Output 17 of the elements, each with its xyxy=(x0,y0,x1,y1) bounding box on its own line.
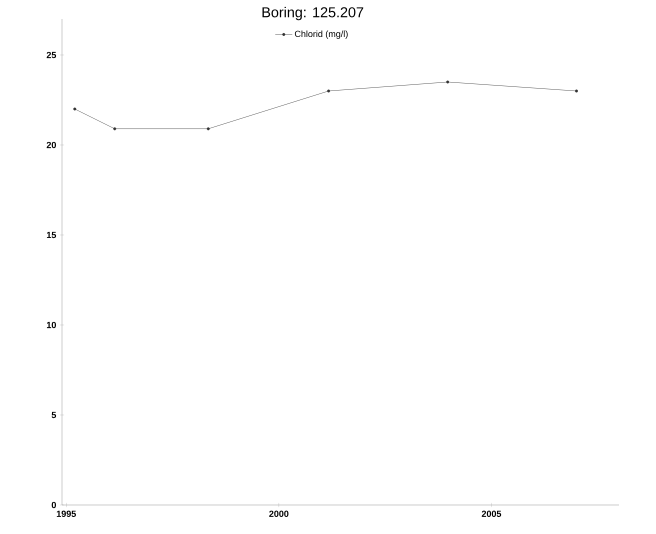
y-tick-label: 10 xyxy=(46,322,56,328)
legend-label: Chlorid (mg/l) xyxy=(294,30,348,39)
y-tick-label: 25 xyxy=(46,52,56,58)
y-tick-label: 5 xyxy=(52,412,56,418)
y-tick-label: 0 xyxy=(52,502,56,508)
chart-title: Boring: 125.207 xyxy=(262,6,364,20)
point xyxy=(446,80,450,84)
y-tick-label: 15 xyxy=(46,232,56,238)
point xyxy=(113,127,116,130)
point xyxy=(574,90,578,92)
point xyxy=(73,108,76,110)
x-tick-label: 2000 xyxy=(269,510,288,517)
point xyxy=(327,90,330,92)
x-tick-label: 2005 xyxy=(482,510,502,517)
x-tick-label: 1995 xyxy=(56,510,76,517)
y-tick-label: 20 xyxy=(46,142,56,148)
point xyxy=(206,127,210,130)
